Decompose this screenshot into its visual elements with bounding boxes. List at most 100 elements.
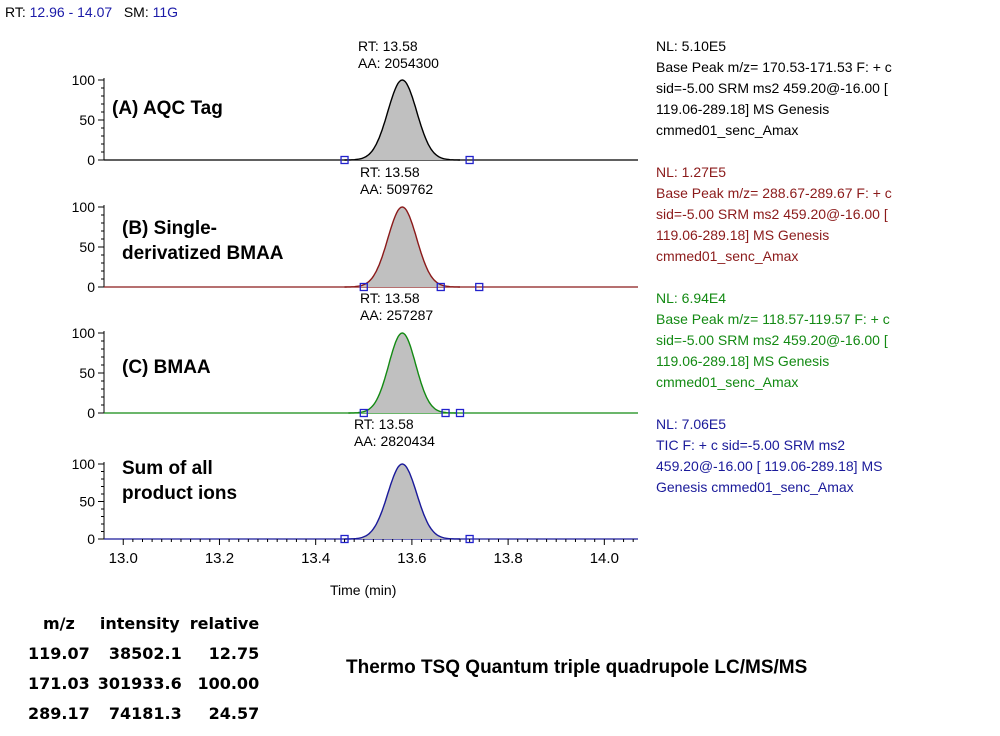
- peak-aa-a: AA: 2054300: [358, 55, 439, 71]
- peak-area: [344, 464, 460, 539]
- panel-title-a: (A) AQC Tag: [112, 98, 223, 119]
- x-tick-label: 13.6: [397, 550, 426, 567]
- y-tick-label: 100: [72, 456, 96, 472]
- integration-marker: [465, 534, 474, 544]
- integration-marker: [455, 408, 465, 418]
- y-tick-label: 0: [87, 531, 95, 547]
- x-axis-label: Time (min): [330, 582, 397, 598]
- filter-line: sid=-5.00 SRM ms2 459.20@-16.00 [: [656, 206, 888, 222]
- panel-title-d: Sum of all product ions: [122, 456, 237, 506]
- nl-block-c: NL: 6.94E4 Base Peak m/z= 118.57-119.57 …: [656, 288, 890, 393]
- nl-value-a: NL: 5.10E5: [656, 38, 727, 54]
- peak-area: [344, 80, 460, 160]
- filter-line: cmmed01_senc_Amax: [656, 122, 799, 138]
- sm-value: 11G: [152, 4, 179, 20]
- peak-label-b: RT: 13.58 AA: 509762: [360, 164, 433, 198]
- cell-intensity: 74181.3: [108, 703, 182, 723]
- col-header-intensity: intensity: [99, 613, 180, 633]
- filter-line: sid=-5.00 SRM ms2 459.20@-16.00 [: [656, 80, 888, 96]
- peak-line: [344, 463, 460, 540]
- integration-marker: [465, 155, 474, 165]
- filter-line: cmmed01_senc_Amax: [656, 374, 799, 390]
- peak-label-d: RT: 13.58 AA: 2820434: [354, 416, 435, 450]
- cell-relative: 100.00: [197, 673, 260, 693]
- y-tick-label: 0: [87, 405, 95, 421]
- peak-area: [344, 207, 460, 287]
- integration-marker: [340, 534, 349, 544]
- cell-intensity: 301933.6: [97, 673, 182, 693]
- instrument-caption: Thermo TSQ Quantum triple quadrupole LC/…: [346, 657, 808, 678]
- peak-area: [348, 333, 457, 413]
- panel-title-b-line2: derivatized BMAA: [122, 243, 284, 264]
- cell-relative: 12.75: [208, 643, 260, 663]
- y-tick-label: 0: [87, 279, 95, 295]
- nl-value-c: NL: 6.94E4: [656, 290, 727, 306]
- peak-label-a: RT: 13.58 AA: 2054300: [358, 38, 439, 72]
- peak-label-c: RT: 13.58 AA: 257287: [360, 290, 433, 324]
- y-tick-label: 50: [79, 239, 95, 255]
- nl-block-b: NL: 1.27E5 Base Peak m/z= 288.67-289.67 …: [656, 162, 892, 267]
- col-header-mz: m/z: [42, 613, 75, 633]
- peak-aa-d: AA: 2820434: [354, 433, 435, 449]
- x-tick-label: 13.2: [205, 550, 234, 567]
- filter-line: 459.20@-16.00 [ 119.06-289.18] MS: [656, 458, 883, 474]
- sm-label: SM:: [123, 4, 149, 20]
- filter-line: Base Peak m/z= 288.67-289.67 F: + c: [656, 185, 892, 201]
- y-tick-label: 100: [72, 325, 96, 341]
- peak-line: [344, 206, 460, 288]
- x-tick-label: 13.4: [301, 550, 330, 567]
- peak-rt-a: RT: 13.58: [358, 38, 418, 54]
- filter-line: cmmed01_senc_Amax: [656, 248, 799, 264]
- panel-title-b-line1: (B) Single-: [122, 218, 217, 239]
- x-tick-label: 13.8: [494, 550, 523, 567]
- panel-title-d-line2: product ions: [122, 483, 238, 504]
- filter-line: Base Peak m/z= 170.53-171.53 F: + c: [656, 59, 892, 75]
- integration-marker: [359, 408, 368, 418]
- panel-title-c: (C) BMAA: [122, 357, 211, 378]
- peak-aa-b: AA: 509762: [360, 181, 434, 197]
- filter-line: 119.06-289.18] MS Genesis: [656, 353, 830, 369]
- peak-line: [348, 332, 457, 414]
- rt-label: RT:: [5, 4, 26, 20]
- cell-relative: 24.57: [208, 703, 260, 723]
- y-tick-label: 0: [87, 152, 95, 168]
- peak-rt-c: RT: 13.58: [360, 290, 420, 306]
- x-tick-label: 14.0: [590, 550, 619, 567]
- peak-aa-c: AA: 257287: [360, 307, 434, 323]
- integration-marker: [441, 408, 450, 418]
- table-row: 119.07 38502.1 12.75: [24, 638, 263, 668]
- header-range: RT: 12.96 - 14.07 SM: 11G: [5, 4, 178, 20]
- y-tick-label: 50: [79, 494, 95, 510]
- y-tick-label: 100: [72, 72, 96, 88]
- peak-rt-b: RT: 13.58: [360, 164, 420, 180]
- y-tick-label: 50: [79, 112, 95, 128]
- panel-title-b: (B) Single- derivatized BMAA: [122, 216, 284, 266]
- col-header-relative: relative: [189, 613, 260, 633]
- cell-mz: 289.17: [28, 703, 90, 723]
- integration-marker: [359, 282, 368, 292]
- filter-line: sid=-5.00 SRM ms2 459.20@-16.00 [: [656, 332, 888, 348]
- peak-rt-d: RT: 13.58: [354, 416, 414, 432]
- table-header-row: m/z intensity relative: [24, 608, 263, 638]
- filter-line: Genesis cmmed01_senc_Amax: [656, 479, 854, 495]
- nl-block-a: NL: 5.10E5 Base Peak m/z= 170.53-171.53 …: [656, 36, 892, 141]
- rt-range: 12.96 - 14.07: [29, 4, 113, 20]
- nl-value-b: NL: 1.27E5: [656, 164, 727, 180]
- nl-value-d: NL: 7.06E5: [656, 416, 727, 432]
- peak-line: [344, 79, 460, 161]
- table-row: 171.03 301933.6 100.00: [24, 668, 263, 698]
- mz-table: m/z intensity relative 119.07 38502.1 12…: [24, 608, 263, 728]
- y-tick-label: 100: [72, 199, 96, 215]
- cell-mz: 171.03: [28, 673, 90, 693]
- y-tick-label: 50: [79, 365, 95, 381]
- table-row: 289.17 74181.3 24.57: [24, 698, 263, 728]
- filter-line: Base Peak m/z= 118.57-119.57 F: + c: [656, 311, 890, 327]
- cell-intensity: 38502.1: [108, 643, 182, 663]
- cell-mz: 119.07: [28, 643, 90, 663]
- filter-line: 119.06-289.18] MS Genesis: [656, 227, 830, 243]
- integration-marker: [475, 282, 484, 292]
- integration-marker: [436, 282, 445, 292]
- x-tick-label: 13.0: [109, 550, 138, 567]
- integration-marker: [340, 155, 349, 165]
